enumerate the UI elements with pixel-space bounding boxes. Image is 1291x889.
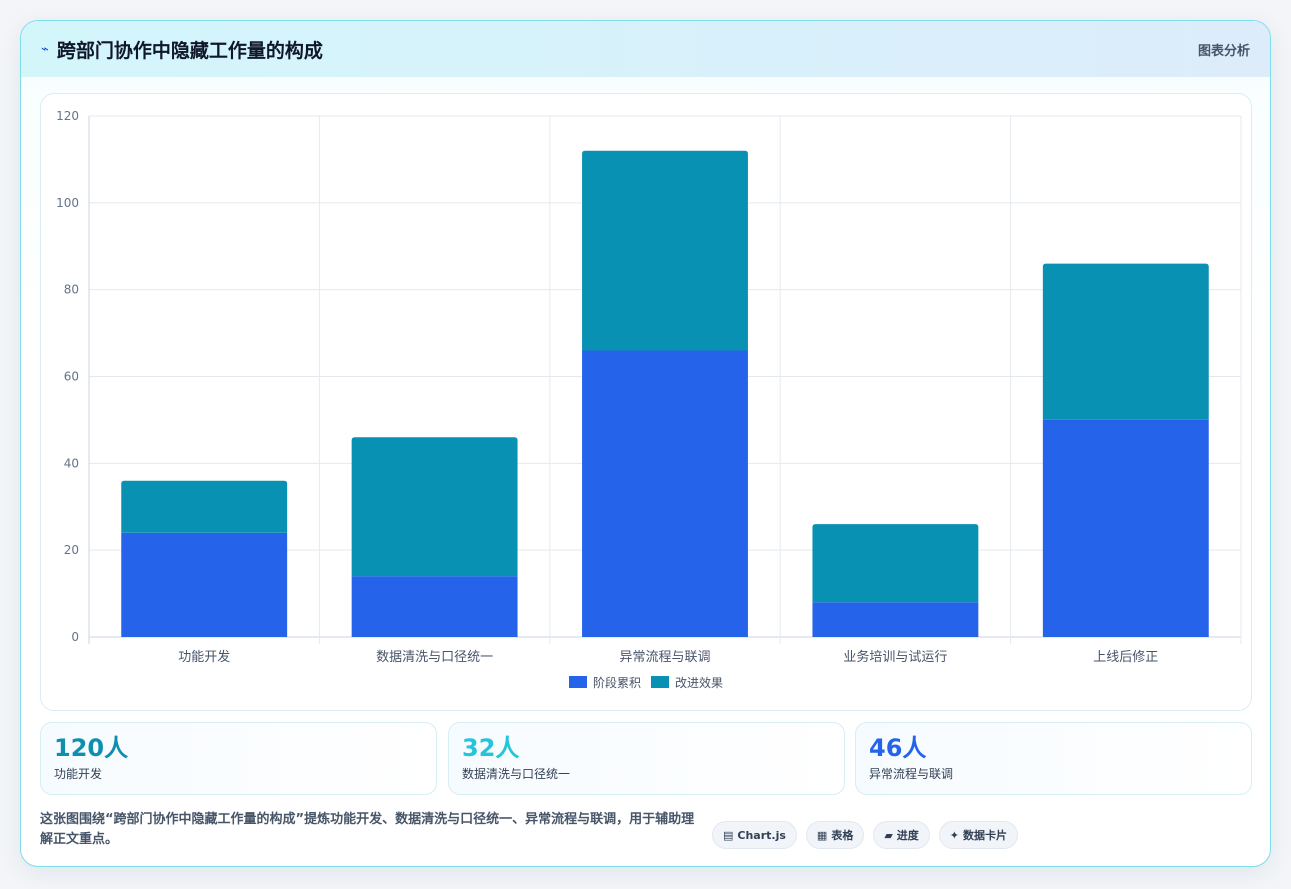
bar-segment <box>812 524 979 603</box>
y-tick-label: 100 <box>56 196 79 210</box>
legend-swatch <box>651 676 669 688</box>
x-tick-label: 业务培训与试运行 <box>843 649 947 665</box>
chip-table[interactable]: ▦ 表格 <box>805 821 865 849</box>
chip-label: Chart.js <box>737 828 786 842</box>
bar-segment <box>1042 419 1209 637</box>
chart-panel: 0 20 40 60 80 100 120 功能开发 数据清洗与口径统一 异常流程与联调 业务培训与… <box>40 93 1252 711</box>
chip-label: 进度 <box>896 829 919 842</box>
y-tick-label: 60 <box>64 370 79 384</box>
legend-label: 改进效果 <box>675 675 723 690</box>
footer-note: 这张图围绕“跨部门协作中隐藏工作量的构成”提炼功能开发、数据清洗与口径统一、异常… <box>40 812 695 847</box>
x-tick-label: 异常流程与联调 <box>619 650 710 665</box>
x-tick-label: 数据清洗与口径统一 <box>376 650 493 665</box>
database-icon: ▤ <box>723 828 734 842</box>
bar-segment <box>121 532 288 637</box>
sparkle-icon: ✦ <box>949 828 960 842</box>
bar-segment <box>121 480 288 533</box>
bar-segment <box>351 576 518 637</box>
y-tick-label: 80 <box>64 283 79 297</box>
bar-segment <box>582 150 748 351</box>
bar-segment <box>351 437 518 577</box>
stat-label: 功能开发 <box>54 767 103 781</box>
legend-swatch <box>569 676 587 688</box>
chart-analysis-link[interactable]: 图表分析 <box>1197 43 1250 59</box>
y-tick-label: 40 <box>64 456 79 470</box>
x-tick-label: 上线后修正 <box>1093 650 1158 665</box>
stat-value: 32人 <box>462 734 520 762</box>
chip-data-cards[interactable]: ✦ 数据卡片 <box>938 821 1019 849</box>
y-tick-label: 0 <box>71 630 79 644</box>
bar-segment <box>812 602 979 637</box>
bar-segment <box>1042 263 1209 420</box>
chip-label: 数据卡片 <box>963 829 1008 842</box>
stat-value: 46人 <box>869 734 927 762</box>
y-tick-label: 120 <box>56 109 79 123</box>
chip-label: 表格 <box>831 829 854 842</box>
progress-icon: ▰ <box>884 828 893 842</box>
stat-value: 120人 <box>54 734 129 762</box>
y-tick-label: 20 <box>64 543 79 557</box>
bar-segment <box>582 350 748 637</box>
stat-label: 数据清洗与口径统一 <box>462 767 571 781</box>
stat-label: 异常流程与联调 <box>869 767 954 781</box>
x-tick-label: 功能开发 <box>178 649 230 665</box>
chip-progress[interactable]: ▰ 进度 <box>873 821 930 849</box>
legend-label: 阶段累积 <box>593 675 641 690</box>
page-title: 跨部门协作中隐藏工作量的构成 <box>56 39 323 62</box>
table-icon: ▦ <box>816 828 828 842</box>
chart-card: ⌁ 跨部门协作中隐藏工作量的构成 图表分析 0 20 40 60 80 100 120 功能开… <box>20 20 1271 867</box>
stacked-bar-chart: 0 20 40 60 80 100 120 功能开发 数据清洗与口径统一 异常流程与联调 业务培训与… <box>56 109 1242 690</box>
chart-trend-icon: ⌁ <box>41 41 49 57</box>
stat-card: 46人 异常流程与联调 <box>855 722 1252 795</box>
card-header: ⌁ 跨部门协作中隐藏工作量的构成 图表分析 <box>21 21 1270 77</box>
stat-card: 32人 数据清洗与口径统一 <box>448 722 845 795</box>
chip-list: ▤ Chart.js ▦ 表格 ▰ 进度 ✦ 数据卡片 <box>712 821 1019 849</box>
stat-card: 120人 功能开发 <box>40 722 437 795</box>
chip-chartjs[interactable]: ▤ Chart.js <box>712 821 797 849</box>
